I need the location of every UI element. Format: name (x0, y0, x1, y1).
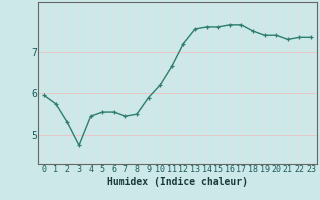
X-axis label: Humidex (Indice chaleur): Humidex (Indice chaleur) (107, 177, 248, 187)
